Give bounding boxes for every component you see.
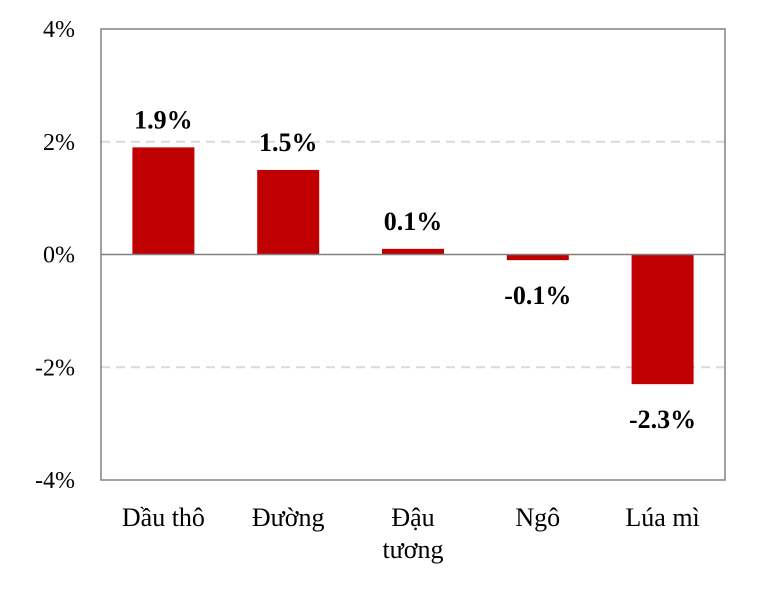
y-tick-label: -2% xyxy=(35,355,75,381)
data-label: 0.1% xyxy=(384,207,443,236)
bars xyxy=(132,147,694,385)
data-label: 1.9% xyxy=(134,105,193,134)
x-tick-label: Đường xyxy=(252,503,325,532)
x-tick-label-line: Lúa mì xyxy=(625,503,699,532)
x-tick-label-line: Đường xyxy=(252,503,325,532)
x-tick-label: Lúa mì xyxy=(625,503,699,532)
data-labels: 1.9% 1.5% 0.1% -0.1% -2.3% xyxy=(134,105,696,434)
y-tick-label: 4% xyxy=(43,17,75,43)
data-label: 1.5% xyxy=(259,128,318,157)
y-axis-ticks: -4% -2% 0% 2% 4% xyxy=(35,17,75,494)
x-tick-label: Ngô xyxy=(515,503,560,532)
bar xyxy=(631,254,694,385)
y-tick-label: -4% xyxy=(35,468,75,494)
x-tick-label-line: Dầu thô xyxy=(122,503,205,532)
x-tick-label: Đậu tương xyxy=(382,503,443,564)
y-tick-label: 2% xyxy=(43,130,75,156)
x-axis-labels: Dầu thô Đường Đậu tương Ngô Lúa mì xyxy=(122,503,700,564)
data-label: -0.1% xyxy=(504,281,571,310)
bar xyxy=(257,169,320,255)
data-label: -2.3% xyxy=(629,405,696,434)
x-tick-label-line: Đậu xyxy=(391,503,434,532)
x-tick-label-line: Ngô xyxy=(515,503,560,532)
bar xyxy=(382,248,444,255)
x-tick-label-line: tương xyxy=(382,535,443,564)
bar xyxy=(132,147,195,255)
x-tick-label: Dầu thô xyxy=(122,503,205,532)
bar xyxy=(506,254,569,261)
y-tick-label: 0% xyxy=(43,243,75,269)
